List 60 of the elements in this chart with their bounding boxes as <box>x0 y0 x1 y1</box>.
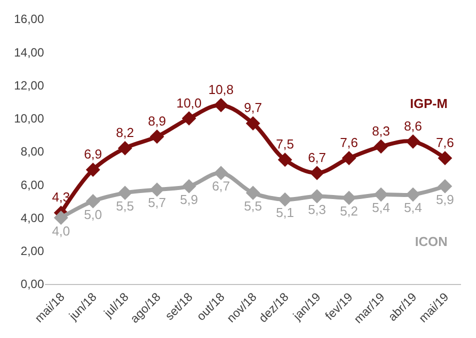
data-label: 10,8 <box>208 82 234 98</box>
point <box>214 98 228 112</box>
point <box>310 166 324 180</box>
data-label: 5,1 <box>276 205 294 220</box>
point <box>214 166 228 180</box>
series-label: IGP-M <box>410 96 448 111</box>
data-label: 5,0 <box>84 206 102 222</box>
data-label: 6,7 <box>212 178 230 194</box>
data-label: 7,5 <box>276 136 294 152</box>
point <box>150 182 164 197</box>
y-tick-label: 6,00 <box>20 178 44 192</box>
point <box>342 190 356 206</box>
data-label: 6,7 <box>308 150 326 165</box>
point <box>278 152 292 167</box>
y-tick-label: 0,00 <box>20 277 44 292</box>
point <box>118 141 132 156</box>
data-label: 8,9 <box>148 113 166 128</box>
point <box>182 111 196 126</box>
y-tick-label: 2,00 <box>20 244 44 258</box>
y-tick-label: 10,00 <box>14 112 44 126</box>
data-label: 5,5 <box>116 198 134 214</box>
data-label: 4,0 <box>52 223 70 238</box>
y-tick-label: 8,00 <box>20 144 44 159</box>
point <box>182 179 196 194</box>
point <box>246 186 260 200</box>
y-tick-label: 14,00 <box>14 45 44 60</box>
data-label: 5,5 <box>244 198 262 214</box>
point <box>310 189 324 204</box>
data-label: 10,0 <box>176 95 202 110</box>
data-label: 5,9 <box>180 192 198 207</box>
point <box>406 134 420 149</box>
point <box>438 179 452 194</box>
y-tick-label: 16,00 <box>14 12 44 26</box>
data-label: 5,4 <box>372 200 390 216</box>
point <box>342 150 356 166</box>
point <box>406 187 420 202</box>
data-label: 7,6 <box>436 135 454 150</box>
point <box>438 150 452 166</box>
data-label: 6,9 <box>84 146 102 162</box>
data-label: 9,7 <box>244 100 262 116</box>
data-label: 5,4 <box>404 200 422 216</box>
point <box>86 162 100 177</box>
data-label: 7,6 <box>340 135 358 150</box>
point <box>374 139 388 154</box>
y-tick-label: 4,00 <box>20 210 44 225</box>
data-label: 5,2 <box>340 204 358 219</box>
data-label: 8,3 <box>372 123 390 138</box>
point <box>86 194 100 208</box>
data-label: 8,6 <box>404 118 422 134</box>
point <box>150 129 164 144</box>
point <box>118 186 132 200</box>
data-label: 5,7 <box>148 195 166 210</box>
data-label: 5,9 <box>436 192 454 207</box>
point <box>54 210 68 225</box>
y-tick-label: 12,00 <box>14 78 44 92</box>
data-label: 5,3 <box>308 202 326 217</box>
data-label: 8,2 <box>116 125 134 140</box>
point <box>374 187 388 202</box>
point <box>246 116 260 130</box>
text: ICON <box>415 234 448 249</box>
